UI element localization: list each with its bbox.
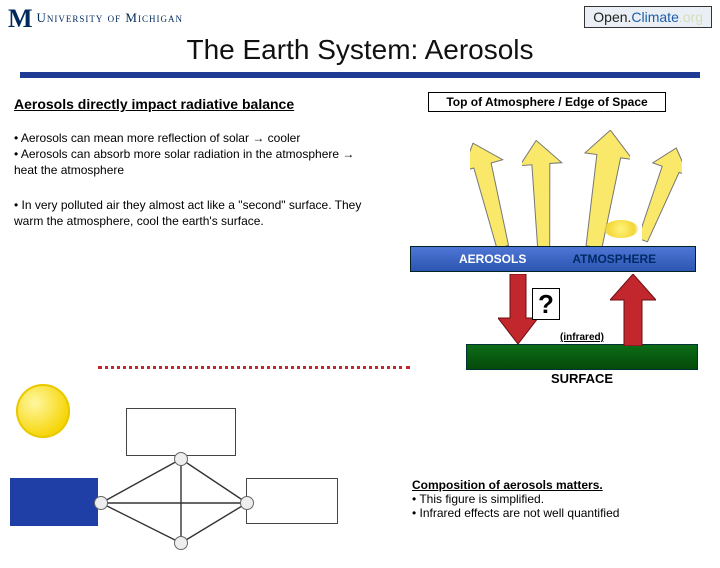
bullet-3: • In very polluted air they almost act l… bbox=[14, 197, 374, 229]
um-text: University of Michigan bbox=[37, 10, 183, 26]
atmosphere-label: ATMOSPHERE bbox=[572, 252, 656, 266]
surface-label: SURFACE bbox=[466, 371, 698, 386]
oc-climate: Climate bbox=[631, 9, 678, 25]
note-1: • This figure is simplified. bbox=[412, 492, 712, 506]
atmosphere-bar: AEROSOLS ATMOSPHERE bbox=[410, 246, 696, 272]
oc-open: Open. bbox=[593, 9, 631, 25]
bullet-list: • Aerosols can mean more reflection of s… bbox=[14, 130, 374, 229]
bottom-notes: Composition of aerosols matters. • This … bbox=[412, 478, 712, 520]
mini-node bbox=[174, 452, 188, 466]
bullet-2: • Aerosols can absorb more solar radiati… bbox=[14, 146, 374, 178]
aerosols-label: AEROSOLS bbox=[459, 252, 526, 266]
slide-title: The Earth System: Aerosols bbox=[0, 34, 720, 66]
surface-bar bbox=[466, 344, 698, 370]
um-logo: M University of Michigan bbox=[8, 6, 183, 32]
oc-org: .org bbox=[679, 9, 703, 25]
um-m-icon: M bbox=[8, 6, 33, 32]
sun-small-icon bbox=[604, 220, 638, 238]
question-box: ? bbox=[532, 288, 560, 320]
bullet-1: • Aerosols can mean more reflection of s… bbox=[14, 130, 374, 146]
dotted-connector bbox=[98, 366, 410, 369]
mini-node bbox=[94, 496, 108, 510]
outgoing-arrow-icon bbox=[642, 146, 682, 246]
left-column: Aerosols directly impact radiative balan… bbox=[14, 96, 374, 229]
subheading: Aerosols directly impact radiative balan… bbox=[14, 96, 374, 112]
mini-node bbox=[174, 536, 188, 550]
title-rule bbox=[20, 72, 700, 78]
notes-heading: Composition of aerosols matters. bbox=[412, 478, 712, 492]
right-diagram: Top of Atmosphere / Edge of Space AEROSO… bbox=[400, 92, 710, 112]
note-2: • Infrared effects are not well quantifi… bbox=[412, 506, 712, 520]
mini-node bbox=[240, 496, 254, 510]
outgoing-arrow-icon bbox=[522, 140, 566, 250]
header: M University of Michigan Open.Climate.or… bbox=[0, 0, 720, 32]
toa-box: Top of Atmosphere / Edge of Space bbox=[428, 92, 666, 112]
outgoing-arrow-icon bbox=[470, 140, 514, 250]
infrared-label: (infrared) bbox=[466, 332, 698, 343]
openclimate-badge: Open.Climate.org bbox=[584, 6, 712, 28]
